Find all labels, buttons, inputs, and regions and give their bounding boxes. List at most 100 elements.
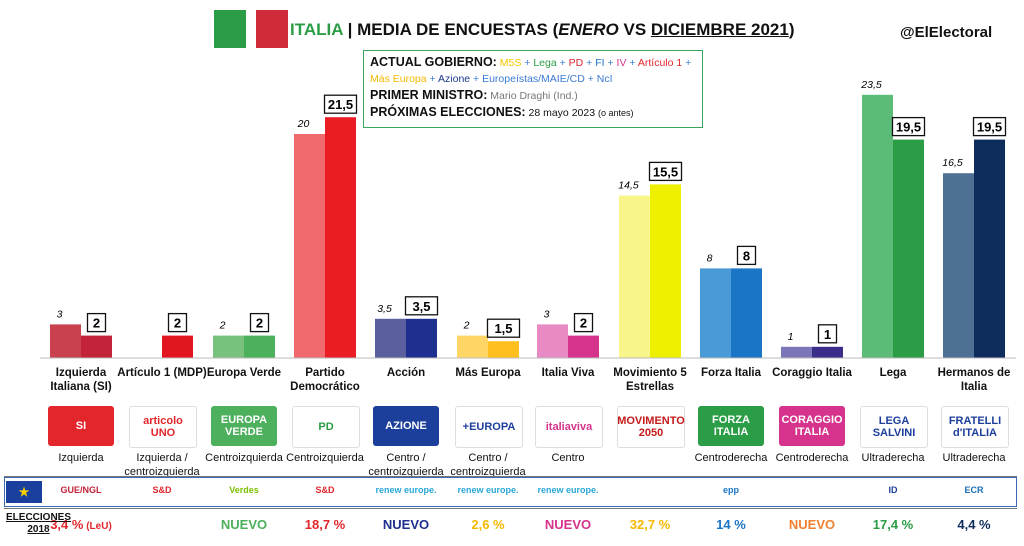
party-name-1: Artículo 1 (MDP) [117, 367, 207, 379]
title-month2: DICIEMBRE 2021 [650, 20, 789, 39]
bar-label-diciembre-3: 21,5 [328, 97, 353, 112]
bar-label-enero-3: 20 [297, 118, 310, 130]
divider-top [4, 476, 1017, 477]
title-pre: | MEDIA DE ENCUESTAS ( [347, 20, 559, 39]
bar-label-enero-11: 16,5 [942, 157, 963, 169]
bar-label-box-8 [736, 245, 757, 266]
gov-party-b-3: + Europeístas/MAIE/CD + NcI [470, 73, 613, 85]
party-ideology-8: Centroderecha [694, 452, 768, 464]
title-country: ITALIA [290, 20, 343, 39]
eu-group-0: GUE/NGL [60, 485, 102, 495]
bar-enero-11 [943, 173, 974, 358]
bar-label-diciembre-9: 1 [824, 327, 831, 342]
government-info-box: ACTUAL GOBIERNO: M5S + Lega + PD + FI + … [363, 50, 703, 128]
bar-label-diciembre-2: 2 [256, 316, 263, 331]
gov-party-a-5: + [583, 57, 596, 69]
party-ideology-6: Centro [551, 452, 585, 464]
bar-label-diciembre-10: 19,5 [896, 120, 921, 135]
eu-group-11: ECR [964, 485, 984, 495]
eu-group-2: Verdes [229, 485, 259, 495]
bar-label-box-2 [249, 312, 270, 333]
bar-enero-7 [619, 195, 650, 358]
bar-label-diciembre-4: 3,5 [412, 299, 430, 314]
page-title: ITALIA | MEDIA DE ENCUESTAS (ENERO VS DI… [290, 20, 795, 40]
election-2018-result-7: 32,7 % [629, 517, 671, 532]
bar-diciembre-5 [488, 341, 519, 358]
party-logo-2: EUROPA VERDE [211, 406, 277, 446]
bar-label-diciembre-7: 15,5 [653, 164, 678, 179]
bar-label-diciembre-0: 2 [93, 316, 100, 331]
elections-label-line2: 2018 [27, 524, 50, 535]
bar-label-enero-9: 1 [788, 331, 794, 343]
gov-parties-line1: M5S + Lega + PD + FI + IV + Artículo 1 + [500, 57, 692, 69]
bar-label-diciembre-11: 19,5 [977, 120, 1002, 135]
party-ideology-3: Centroizquierda [286, 452, 364, 464]
gov-party-a-6: FI [595, 57, 605, 69]
bar-diciembre-11 [974, 139, 1005, 358]
bar-label-box-5 [486, 318, 521, 338]
bar-diciembre-8 [731, 268, 762, 358]
bar-enero-6 [537, 324, 568, 358]
gov-party-b-1: + [426, 73, 439, 85]
bar-label-enero-4: 3,5 [377, 303, 392, 315]
twitter-handle[interactable]: @ElElectoral [900, 24, 993, 41]
bar-label-box-3 [323, 94, 358, 114]
bar-label-diciembre-8: 8 [743, 248, 750, 263]
gov-party-a-0: M5S [499, 57, 522, 69]
title-month1: ENERO [558, 20, 619, 39]
gov-party-a-10: Artículo 1 [637, 57, 683, 69]
bar-label-box-7 [648, 161, 683, 182]
eu-groups-band [4, 477, 1017, 507]
bar-diciembre-3 [325, 117, 356, 358]
bar-diciembre-2 [244, 335, 275, 358]
party-name-10: Lega [879, 367, 907, 379]
bar-label-box-11 [972, 116, 1007, 137]
bar-enero-2 [213, 335, 244, 358]
elections-label-line1: ELECCIONES [6, 512, 72, 523]
bar-diciembre-7 [650, 184, 681, 358]
bar-label-diciembre-1: 2 [174, 316, 181, 331]
bar-diciembre-0 [81, 335, 112, 358]
gov-party-a-9: + [626, 57, 638, 69]
bar-label-diciembre-5: 1,5 [494, 321, 512, 336]
bar-label-box-4 [404, 296, 439, 316]
party-name-3: Partido Democrático [290, 367, 360, 393]
bar-enero-8 [700, 268, 731, 358]
pm-value: Mario Draghi (Ind.) [490, 90, 578, 102]
eu-group-1: S&D [152, 485, 172, 495]
gov-party-b-0: Más Europa [370, 73, 427, 85]
party-name-8: Forza Italia [700, 367, 762, 379]
election-2018-result-10: 17,4 % [872, 517, 914, 532]
pm-label: PRIMER MINISTRO: [370, 88, 488, 102]
bar-label-enero-0: 3 [57, 308, 63, 320]
bar-label-enero-10: 23,5 [860, 79, 882, 91]
gov-party-a-1: + [521, 57, 534, 69]
eu-flag-icon: ★ [6, 481, 42, 503]
party-logo-0: SI [48, 406, 114, 446]
bar-enero-9 [781, 346, 812, 358]
gov-party-a-7: + [604, 57, 617, 69]
party-name-9: Coraggio Italia [772, 367, 852, 379]
bar-label-enero-2: 2 [219, 320, 226, 332]
party-logo-4: AZIONE [373, 406, 439, 446]
gov-party-a-2: Lega [533, 57, 557, 69]
party-name-4: Acción [386, 367, 426, 379]
party-logo-1: articolo UNO [129, 406, 197, 448]
party-name-7: Movimiento 5 Estrellas [613, 367, 687, 393]
flag-green-stripe [214, 10, 246, 48]
party-logo-7: MOVIMENTO 2050 [617, 406, 685, 448]
party-ideology-5: Centro / centroizquierda [450, 452, 526, 478]
eu-group-5: renew europe. [457, 485, 519, 495]
bar-enero-4 [375, 318, 406, 358]
party-name-0: Izquierda Italiana (SI) [50, 367, 112, 393]
election-2018-result-8: 14 % [716, 517, 746, 532]
party-logo-3: PD [292, 406, 360, 448]
bar-enero-10 [862, 94, 893, 359]
party-logo-8: FORZA ITALIA [698, 406, 764, 446]
bar-label-box-6 [573, 312, 594, 333]
eu-group-3: S&D [315, 485, 335, 495]
divider-bottom [4, 508, 1017, 509]
election-2018-result-0: 3,4 % (LeU) [50, 517, 112, 532]
eu-group-4: renew europe. [375, 485, 437, 495]
